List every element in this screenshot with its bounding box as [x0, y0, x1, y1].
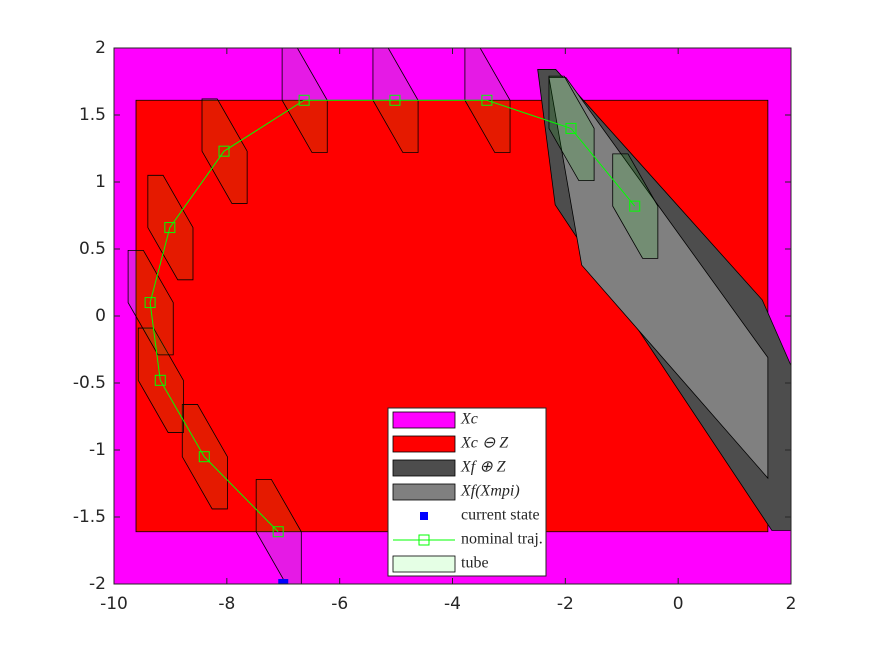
y-tick-label: 1.5: [79, 105, 106, 125]
marker: [629, 200, 641, 212]
legend-swatch: [392, 459, 456, 477]
tube: [612, 153, 659, 259]
marker: [154, 374, 166, 386]
x-tick-label: -10: [100, 594, 128, 614]
legend-swatch: [418, 534, 430, 546]
marker: [565, 122, 577, 134]
marker: [144, 297, 156, 309]
x-tick-label: 0: [673, 594, 684, 614]
x-tick-label: -2: [557, 594, 574, 614]
tube: [127, 249, 174, 356]
axes: -10 -8 -6 -4 -2 0 2 -2 -1.5 -1 -0.5 0 0.5 1 1.5 2: [73, 38, 797, 614]
legend-label: Xf(Xmpi): [460, 483, 520, 500]
tube: [255, 479, 302, 584]
marker: [164, 222, 176, 234]
legend-label: Xc: [460, 411, 478, 428]
y-tick-label: -2: [89, 574, 106, 594]
point: [278, 579, 289, 584]
legend: Xc Xc ⊖ Z Xf ⊕ Z Xf(Xmpi) current state nomin…: [387, 407, 547, 577]
x-tick-label: -8: [218, 594, 235, 614]
x-tick-label: -4: [444, 594, 461, 614]
y-tick-label: 1: [95, 172, 106, 192]
y-tick-label: -0.5: [73, 373, 106, 393]
y-tick-label: -1.5: [73, 507, 106, 527]
y-tick-label: 0: [95, 306, 106, 326]
legend-label: nominal traj.: [461, 531, 543, 548]
y-tick-label: 0.5: [79, 239, 106, 259]
y-tick-label: -1: [89, 440, 106, 460]
y-tick-label: 2: [95, 38, 106, 58]
marker: [389, 94, 401, 106]
line: [149, 99, 636, 533]
region: [548, 77, 769, 480]
marker: [218, 145, 230, 157]
x-tick-label: 2: [786, 594, 797, 614]
marker: [272, 526, 284, 538]
x-tick-label: -6: [331, 594, 348, 614]
legend-label: tube: [461, 555, 489, 572]
marker: [481, 94, 493, 106]
legend-swatch: [420, 512, 428, 520]
legend-swatch: [392, 411, 456, 429]
marker: [298, 94, 310, 106]
legend-label: Xc ⊖ Z: [460, 435, 509, 452]
legend-label: Xf ⊕ Z: [460, 459, 507, 476]
legend-swatch: [392, 555, 456, 573]
legend-swatch: [392, 435, 456, 453]
legend-label: current state: [461, 507, 540, 524]
plot-area: [114, 48, 791, 584]
marker: [198, 451, 210, 463]
legend-swatch: [392, 483, 456, 501]
